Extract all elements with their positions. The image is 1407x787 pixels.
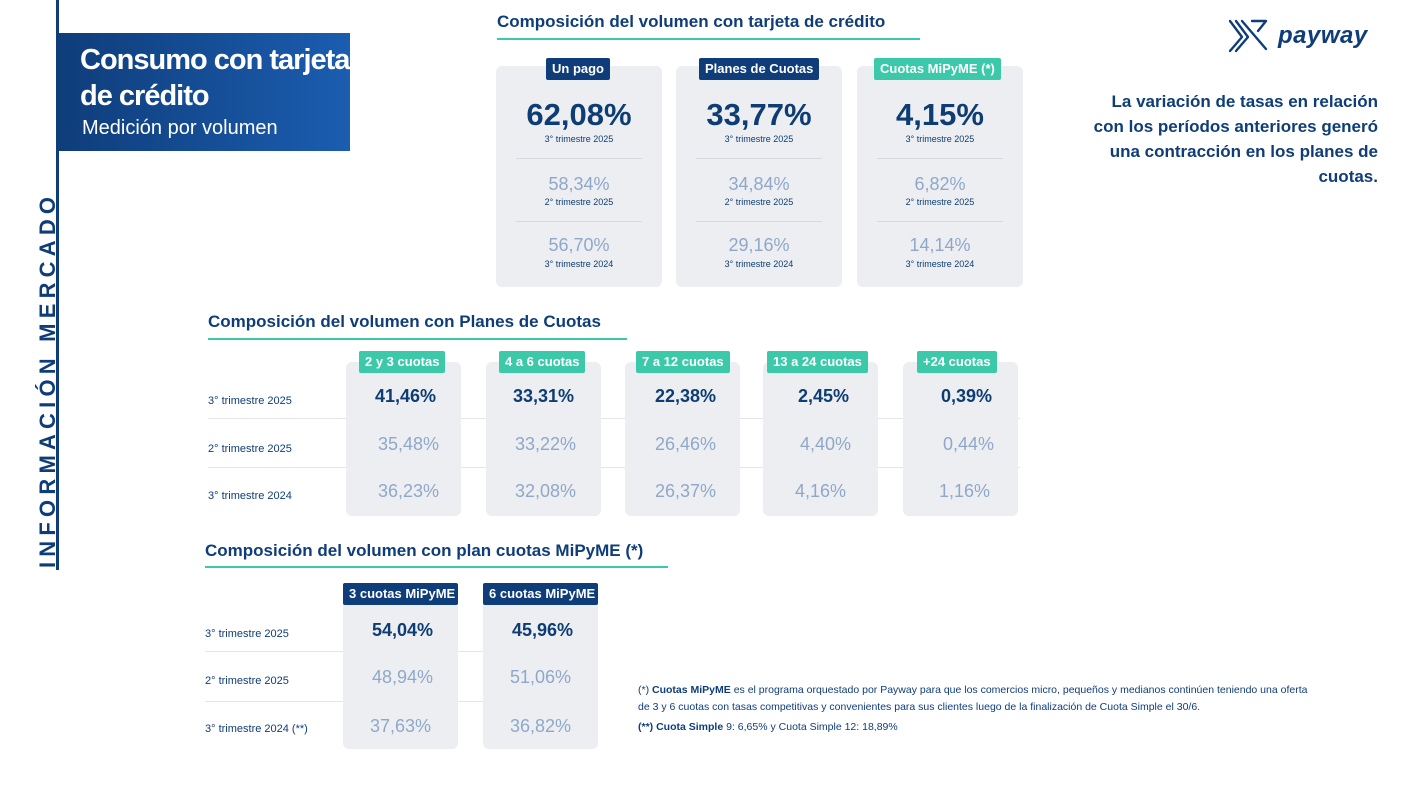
- cell-value: 0,44%: [942, 434, 995, 454]
- payway-logo-icon: [1228, 19, 1268, 53]
- section2-title: Composición del volumen con Planes de Cu…: [208, 312, 601, 331]
- section3-title: Composición del volumen con plan cuotas …: [205, 541, 644, 560]
- card-divider: [516, 221, 642, 222]
- card-value-3: 14,14%: [909, 235, 971, 255]
- column-label: 13 a 24 cuotas: [767, 351, 868, 373]
- card-main-period: 3° trimestre 2025: [544, 134, 614, 144]
- cell-value: 2,45%: [797, 386, 850, 406]
- card-main-value: 4,15%: [896, 97, 984, 132]
- column-card: [343, 594, 458, 749]
- cell-value: 1,16%: [938, 481, 991, 501]
- footnote-term: Cuota Simple: [656, 721, 724, 733]
- card-value-2: 6,82%: [914, 174, 966, 194]
- side-rule: [56, 0, 59, 570]
- column-label: 4 a 6 cuotas: [499, 351, 586, 373]
- card-main-value: 62,08%: [526, 97, 632, 132]
- card-value-3: 56,70%: [548, 235, 610, 255]
- section1-underline: [497, 38, 920, 40]
- footnote-cuota-simple: (**) Cuota Simple 9: 6,65% y Cuota Simpl…: [638, 719, 1138, 736]
- row-label: 3° trimestre 2025: [208, 395, 292, 407]
- row-divider: [208, 467, 1020, 468]
- brand-name: payway: [1278, 22, 1368, 49]
- column-card: [346, 362, 461, 516]
- card-main-value: 33,77%: [706, 97, 812, 132]
- section1-title: Composición del volumen con tarjeta de c…: [497, 12, 886, 31]
- card-planes-de-cuotas: [676, 66, 842, 287]
- card-cuotas-mipyme: [857, 66, 1023, 287]
- footnote-mark: (**): [638, 721, 654, 733]
- card-main-period: 3° trimestre 2025: [905, 134, 975, 144]
- column-card: [483, 594, 598, 749]
- footnote-text: de 3 y 6 cuotas con tasas competitivas y…: [638, 701, 1201, 713]
- card-value-2: 34,84%: [728, 174, 790, 194]
- card-label: Un pago: [546, 58, 610, 80]
- card-period-2: 2° trimestre 2025: [544, 197, 614, 207]
- footnote-term: Cuotas MiPyME: [652, 684, 731, 696]
- card-divider: [696, 221, 822, 222]
- column-label: 6 cuotas MiPyME: [483, 583, 598, 605]
- card-period-3: 3° trimestre 2024: [905, 259, 975, 269]
- column-label: +24 cuotas: [917, 351, 997, 373]
- section3-underline: [205, 566, 668, 568]
- cell-value: 26,46%: [654, 434, 717, 454]
- footnote-mark: (*): [638, 684, 650, 696]
- cell-value: 4,40%: [799, 434, 852, 454]
- section2-underline: [208, 338, 627, 340]
- cell-value: 33,22%: [514, 434, 577, 454]
- cell-value: 26,37%: [654, 481, 717, 501]
- cell-value: 32,08%: [514, 481, 577, 501]
- cell-value: 4,16%: [794, 481, 847, 501]
- header-box: Consumo con tarjeta de crédito Medición …: [59, 33, 350, 151]
- column-label: 2 y 3 cuotas: [359, 351, 446, 373]
- page-subtitle: Medición por volumen: [82, 117, 278, 139]
- row-label: 3° trimestre 2025: [205, 628, 289, 640]
- card-main-period: 3° trimestre 2025: [724, 134, 794, 144]
- card-period-3: 3° trimestre 2024: [544, 259, 614, 269]
- card-divider: [877, 158, 1003, 159]
- row-label: 3° trimestre 2024: [208, 490, 292, 502]
- column-card: [625, 362, 740, 516]
- card-label: Cuotas MiPyME (*): [874, 58, 1001, 80]
- column-label: 7 a 12 cuotas: [636, 351, 730, 373]
- row-label: 2° trimestre 2025: [208, 443, 292, 455]
- cell-value: 37,63%: [369, 716, 432, 736]
- cell-value: 35,48%: [377, 434, 440, 454]
- card-period-3: 3° trimestre 2024: [724, 259, 794, 269]
- cell-value: 45,96%: [511, 620, 574, 640]
- row-label: 2° trimestre 2025: [205, 675, 289, 687]
- card-label: Planes de Cuotas: [699, 58, 820, 80]
- card-un-pago: [496, 66, 662, 287]
- cell-value: 54,04%: [371, 620, 434, 640]
- column-card: [903, 362, 1018, 516]
- cell-value: 33,31%: [512, 386, 575, 406]
- cell-value: 36,23%: [377, 481, 440, 501]
- column-card: [763, 362, 878, 516]
- card-value-3: 29,16%: [728, 235, 790, 255]
- card-divider: [516, 158, 642, 159]
- cell-value: 48,94%: [371, 667, 434, 687]
- footnote-text: es el programa orquestado por Payway par…: [733, 684, 1308, 696]
- cell-value: 0,39%: [940, 386, 993, 406]
- cell-value: 22,38%: [654, 386, 717, 406]
- row-label: 3° trimestre 2024 (**): [205, 723, 308, 735]
- cell-value: 51,06%: [509, 667, 572, 687]
- column-label: 3 cuotas MiPyME: [343, 583, 458, 605]
- card-period-2: 2° trimestre 2025: [905, 197, 975, 207]
- cell-value: 36,82%: [509, 716, 572, 736]
- cell-value: 41,46%: [374, 386, 437, 406]
- card-value-2: 58,34%: [548, 174, 610, 194]
- footnote-mipyme: (*) Cuotas MiPyME es el programa orquest…: [638, 682, 1378, 716]
- card-divider: [696, 158, 822, 159]
- footnote-text: 9: 6,65% y Cuota Simple 12: 18,89%: [726, 721, 898, 733]
- row-divider: [208, 418, 1020, 419]
- column-card: [486, 362, 601, 516]
- page-title: Consumo con tarjeta de crédito: [80, 44, 350, 112]
- card-divider: [877, 221, 1003, 222]
- side-label: INFORMACIÓN MERCADO: [35, 191, 60, 568]
- market-note: La variación de tasas en relación con lo…: [1093, 92, 1378, 186]
- card-period-2: 2° trimestre 2025: [724, 197, 794, 207]
